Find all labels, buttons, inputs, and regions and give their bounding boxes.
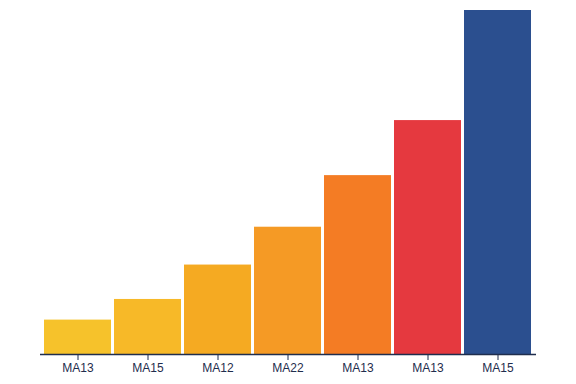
- svg-text:MA13: MA13: [412, 361, 444, 375]
- svg-text:MA13: MA13: [62, 361, 94, 375]
- svg-text:MA15: MA15: [482, 361, 514, 375]
- svg-text:MA12: MA12: [202, 361, 234, 375]
- svg-text:MA15: MA15: [132, 361, 164, 375]
- svg-text:MA13: MA13: [342, 361, 374, 375]
- svg-text:MA22: MA22: [272, 361, 304, 375]
